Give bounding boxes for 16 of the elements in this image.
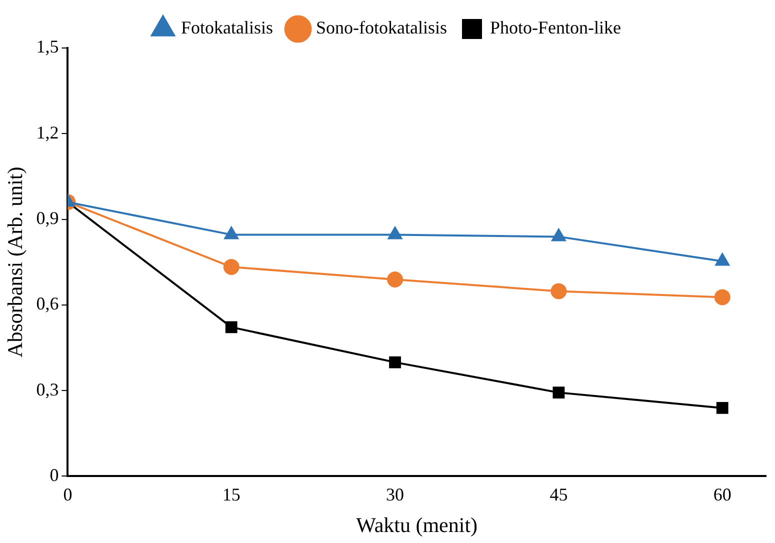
y-tick-label: 1,5 <box>36 36 59 57</box>
legend-label: Sono-fotokatalisis <box>316 18 448 38</box>
legend-label: Fotokatalisis <box>181 18 274 38</box>
x-tick-label: 60 <box>713 484 732 505</box>
x-tick-label: 30 <box>386 484 404 505</box>
legend-label: Photo-Fenton-like <box>490 18 622 38</box>
x-tick-label: 0 <box>63 484 72 505</box>
y-tick-label: 0,6 <box>36 294 59 314</box>
y-tick-label: 0 <box>50 464 59 485</box>
x-axis-title: Waktu (menit) <box>356 512 478 537</box>
x-tick-label: 45 <box>550 484 568 505</box>
y-tick-label: 0,9 <box>36 208 59 228</box>
x-tick-label: 15 <box>222 484 240 505</box>
y-axis-title: Absorbansi (Arb. unit) <box>3 166 28 358</box>
y-tick-label: 0,3 <box>36 379 59 400</box>
y-tick-label: 1,2 <box>36 122 59 142</box>
